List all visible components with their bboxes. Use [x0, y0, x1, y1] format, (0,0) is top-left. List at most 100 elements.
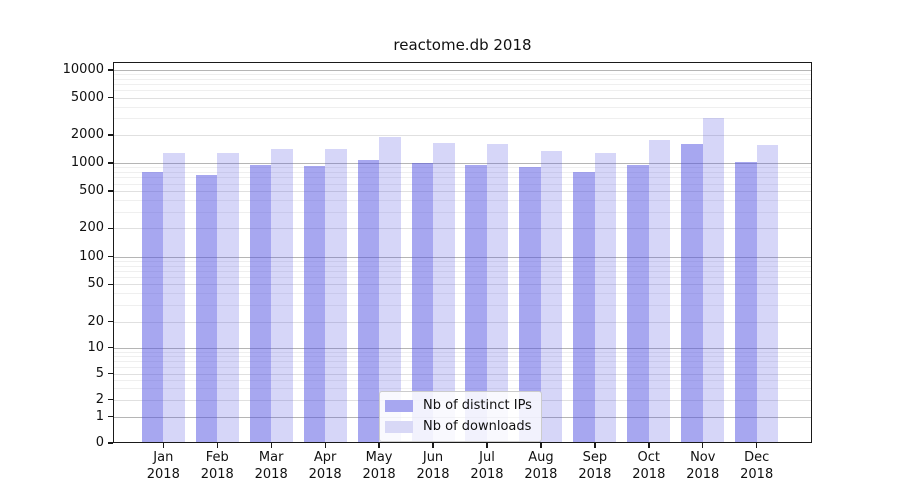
bar-downloads [163, 153, 185, 443]
y-tick-mark [108, 227, 113, 229]
gridline-minor [114, 379, 811, 381]
gridline-minor [114, 360, 811, 362]
legend-item-downloads: Nb of downloads [385, 417, 532, 436]
y-tick-label: 10 [87, 339, 104, 355]
gridline-minor [114, 177, 811, 179]
gridline [114, 228, 811, 230]
y-tick-mark [108, 442, 113, 444]
gridline-minor [114, 200, 811, 202]
x-tick-label: Apr 2018 [308, 450, 342, 482]
y-tick-mark [108, 69, 113, 71]
x-tick-mark [702, 443, 704, 448]
bar-downloads [756, 145, 779, 443]
bar-distinct-ips [357, 159, 380, 443]
x-tick-mark [378, 443, 380, 448]
x-tick-mark [432, 443, 434, 448]
x-tick-label: Aug 2018 [524, 450, 558, 482]
x-tick-label: Feb 2018 [200, 450, 234, 482]
x-tick-mark [324, 443, 326, 448]
x-tick-mark [756, 443, 758, 448]
y-tick-mark [108, 347, 113, 349]
bar-distinct-ips [681, 143, 703, 443]
y-tick-mark [108, 134, 113, 136]
y-tick-label: 2000 [70, 127, 104, 142]
y-tick-mark [108, 398, 113, 401]
gridline-minor [114, 351, 811, 353]
bar-downloads [594, 153, 617, 443]
gridline-minor [114, 78, 811, 80]
y-tick-mark [108, 162, 113, 164]
x-tick-mark [594, 443, 596, 448]
gridline [114, 97, 811, 99]
gridline-minor [114, 90, 811, 92]
bar-distinct-ips [303, 165, 326, 443]
gridline-minor [114, 277, 811, 279]
gridline [114, 373, 811, 375]
y-tick-mark [108, 321, 113, 323]
gridline-minor [114, 265, 811, 267]
bar-downloads [379, 137, 401, 443]
bar-distinct-ips [141, 172, 164, 443]
y-tick-mark [108, 256, 113, 258]
gridline-minor [114, 356, 811, 357]
legend-label: Nb of downloads [423, 419, 532, 434]
x-tick-mark [162, 443, 164, 448]
gridline-major [114, 70, 811, 71]
y-tick-label: 20 [87, 313, 104, 329]
gridline-minor [114, 183, 811, 185]
bar-downloads [433, 142, 455, 443]
gridline-minor [114, 211, 811, 213]
x-tick-label: Oct 2018 [632, 450, 666, 482]
gridline [114, 191, 811, 192]
y-tick-label: 0 [95, 435, 104, 450]
y-tick-mark [108, 190, 113, 192]
y-tick-label: 100 [79, 248, 104, 264]
gridline [114, 284, 811, 286]
y-tick-mark [108, 97, 113, 99]
bar-distinct-ips [249, 165, 272, 443]
y-tick-mark [108, 372, 113, 375]
y-tick-label: 50 [87, 276, 104, 292]
bar-downloads [540, 150, 563, 443]
y-tick-label: 5000 [70, 89, 104, 105]
bar-downloads [325, 148, 347, 443]
x-tick-mark [486, 443, 488, 448]
y-tick-label: 5 [95, 365, 104, 381]
gridline [114, 135, 811, 136]
bar-distinct-ips [519, 166, 541, 443]
gridline-minor [114, 387, 811, 389]
y-tick-label: 1 [95, 408, 104, 424]
chart-title: reactome.db 2018 [393, 36, 532, 54]
x-tick-mark [648, 443, 650, 448]
x-tick-label: Sep 2018 [578, 450, 612, 482]
gridline-minor [114, 305, 811, 307]
bar-distinct-ips [195, 175, 218, 443]
gridline-minor [114, 366, 811, 368]
bar-downloads [271, 149, 293, 443]
bar-distinct-ips [465, 164, 487, 443]
gridline-minor [114, 167, 811, 169]
x-tick-label: Mar 2018 [254, 450, 288, 482]
x-tick-mark [216, 443, 218, 448]
x-tick-label: Nov 2018 [686, 450, 720, 482]
bar-distinct-ips [735, 162, 757, 443]
gridline-minor [114, 270, 811, 272]
x-tick-label: Dec 2018 [740, 450, 774, 482]
legend: Nb of distinct IPs Nb of downloads [379, 391, 542, 442]
gridline-minor [114, 118, 811, 120]
gridline-minor [114, 260, 811, 262]
gridline-major [114, 256, 811, 258]
bar-downloads [702, 118, 725, 443]
y-tick-mark [108, 283, 113, 285]
bar-downloads [486, 144, 509, 443]
x-tick-label: Jul 2018 [470, 450, 504, 482]
gridline-minor [114, 84, 811, 86]
y-tick-label: 500 [79, 183, 104, 198]
legend-item-distinct-ips: Nb of distinct IPs [385, 396, 532, 415]
bar-distinct-ips [627, 165, 649, 443]
y-tick-label: 2 [95, 391, 104, 407]
bar-distinct-ips [573, 172, 595, 443]
bar-downloads [648, 140, 671, 443]
legend-label: Nb of distinct IPs [423, 398, 532, 413]
